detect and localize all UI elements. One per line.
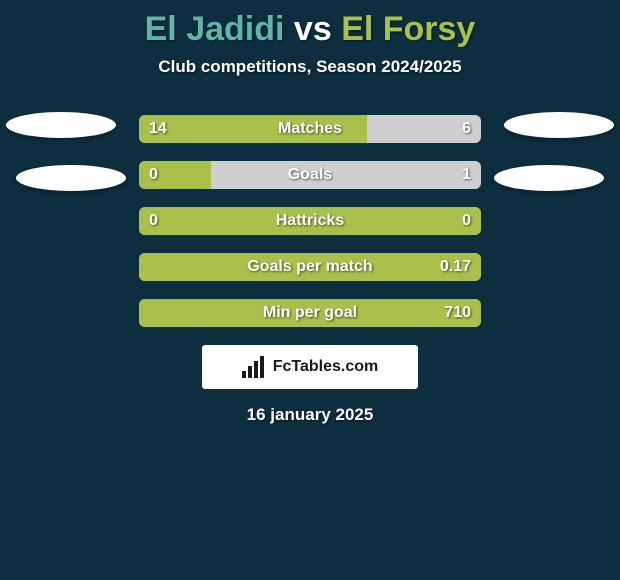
chart-rows: 14 Matches 6 0 Goals 1 0 Hattricks 0 Goa…	[139, 115, 481, 327]
player1-name: El Jadidi	[145, 10, 285, 48]
row-right-value: 1	[462, 161, 471, 189]
chart-row: 0 Hattricks 0	[139, 207, 481, 235]
row-label: Matches	[139, 115, 481, 143]
team-badge-left-1	[6, 112, 116, 138]
chart-row: Min per goal 710	[139, 299, 481, 327]
page-title: El Jadidi vs El Forsy	[0, 0, 620, 49]
team-badge-right-2	[494, 165, 604, 191]
logo-box: FcTables.com	[202, 345, 418, 389]
row-right-value: 6	[462, 115, 471, 143]
subtitle: Club competitions, Season 2024/2025	[0, 57, 620, 77]
row-right-value: 0	[462, 207, 471, 235]
date-text: 16 january 2025	[0, 405, 620, 425]
row-right-value: 710	[444, 299, 471, 327]
comparison-chart: 14 Matches 6 0 Goals 1 0 Hattricks 0 Goa…	[0, 115, 620, 327]
chart-row: 0 Goals 1	[139, 161, 481, 189]
row-label: Hattricks	[139, 207, 481, 235]
chart-row: 14 Matches 6	[139, 115, 481, 143]
logo-bars-icon	[242, 356, 267, 378]
row-label: Goals	[139, 161, 481, 189]
team-badge-left-2	[16, 165, 126, 191]
row-label: Min per goal	[139, 299, 481, 327]
vs-text: vs	[294, 10, 332, 48]
player2-name: El Forsy	[341, 10, 475, 48]
team-badge-right-1	[504, 112, 614, 138]
row-label: Goals per match	[139, 253, 481, 281]
row-right-value: 0.17	[440, 253, 471, 281]
chart-row: Goals per match 0.17	[139, 253, 481, 281]
logo-text: FcTables.com	[273, 358, 379, 376]
